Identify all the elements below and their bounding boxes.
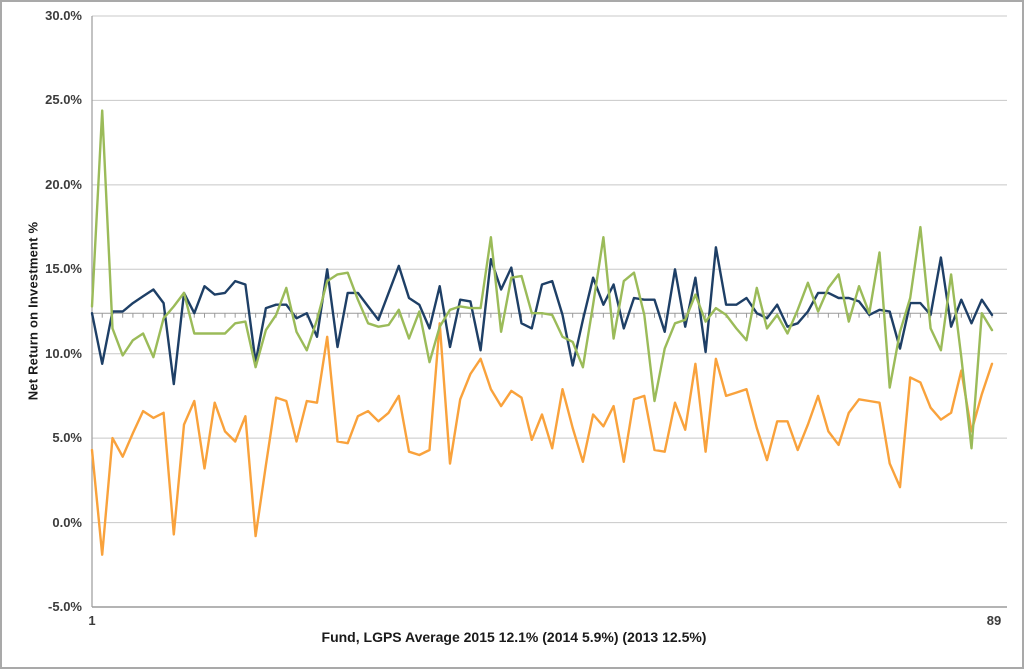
series-line-2014 (90, 322, 994, 556)
y-tick-label--5: -5.0% (48, 599, 82, 614)
y-tick-label-5: 5.0% (52, 430, 82, 446)
y-tick-label-15: 15.0% (45, 261, 82, 277)
y-tick-label-30: 30.0% (45, 8, 82, 23)
series-line-2015 (90, 246, 994, 386)
y-tick-label-25: 25.0% (45, 92, 82, 108)
x-tick-label-last: 89 (986, 613, 1002, 628)
x-tick-label-first: 1 (88, 613, 96, 628)
series-line-2013 (90, 109, 994, 450)
y-tick-label-0: 0.0% (52, 514, 82, 530)
y-axis-title: Net Return on Investment % (25, 221, 41, 401)
y-tick-label-20: 20.0% (45, 176, 82, 192)
y-tick-label-10: 10.0% (45, 345, 82, 361)
x-axis-title: Fund, LGPS Average 2015 12.1% (2014 5.9%… (321, 629, 707, 645)
